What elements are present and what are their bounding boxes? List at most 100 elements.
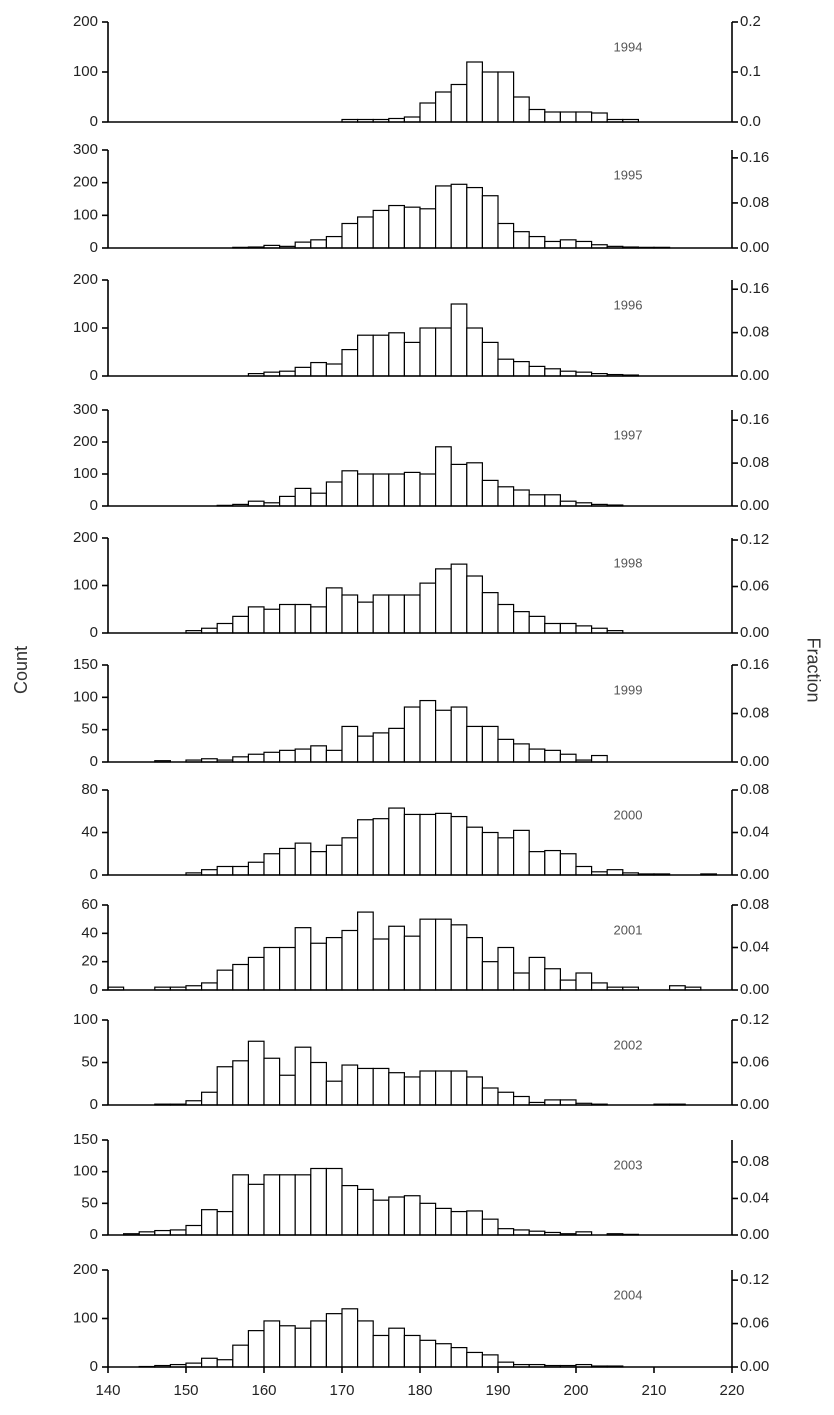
bar bbox=[436, 447, 452, 506]
bar bbox=[576, 112, 592, 122]
bar bbox=[592, 756, 608, 762]
bar bbox=[498, 1229, 514, 1235]
y-tick-label: 200 bbox=[73, 433, 98, 450]
bar bbox=[514, 830, 530, 875]
y-tick-label: 100 bbox=[73, 688, 98, 705]
bar bbox=[451, 184, 467, 248]
bar bbox=[202, 1092, 218, 1105]
bar bbox=[248, 754, 264, 762]
bar bbox=[482, 1355, 498, 1367]
bar bbox=[592, 983, 608, 990]
y2-tick-label: 0.00 bbox=[740, 624, 769, 641]
bar bbox=[420, 814, 436, 875]
bar bbox=[451, 85, 467, 123]
y2-tick-label: 0.06 bbox=[740, 1053, 769, 1070]
bar bbox=[560, 240, 576, 248]
bar bbox=[217, 1067, 233, 1105]
y-tick-label: 200 bbox=[73, 174, 98, 191]
y-tick-label: 200 bbox=[73, 1261, 98, 1278]
x-tick-label: 210 bbox=[641, 1382, 666, 1399]
bar bbox=[514, 744, 530, 762]
panel-title: 2000 bbox=[614, 807, 643, 822]
bar bbox=[311, 746, 327, 762]
bar bbox=[420, 1340, 436, 1367]
bar bbox=[248, 1331, 264, 1367]
bar bbox=[576, 867, 592, 876]
y-tick-label: 0 bbox=[90, 113, 98, 130]
y-tick-label: 0 bbox=[90, 497, 98, 514]
bar bbox=[342, 726, 358, 762]
y2-tick-label: 0.04 bbox=[740, 1189, 769, 1206]
y-tick-label: 100 bbox=[73, 319, 98, 336]
bar bbox=[217, 867, 233, 876]
bar bbox=[467, 576, 483, 633]
bar bbox=[404, 1077, 420, 1105]
bar bbox=[389, 595, 405, 633]
bar bbox=[311, 852, 327, 875]
y-tick-label: 100 bbox=[73, 206, 98, 223]
bar bbox=[280, 605, 296, 634]
bar bbox=[436, 710, 452, 762]
y2-tick-label: 0.1 bbox=[740, 63, 761, 80]
bar bbox=[529, 110, 545, 123]
bar bbox=[560, 854, 576, 875]
bar bbox=[514, 490, 530, 506]
bar bbox=[436, 919, 452, 990]
bar bbox=[373, 819, 389, 875]
y-tick-label: 0 bbox=[90, 1096, 98, 1113]
y2-tick-label: 0.00 bbox=[740, 497, 769, 514]
bar bbox=[420, 1203, 436, 1235]
bar bbox=[498, 838, 514, 875]
bar bbox=[295, 367, 311, 376]
bar bbox=[311, 1169, 327, 1236]
bar bbox=[545, 624, 561, 634]
y2-tick-label: 0.06 bbox=[740, 577, 769, 594]
bar bbox=[311, 1063, 327, 1106]
bar bbox=[420, 701, 436, 762]
y-tick-label: 50 bbox=[81, 721, 98, 738]
bar bbox=[467, 62, 483, 122]
bar bbox=[342, 931, 358, 991]
y2-tick-label: 0.08 bbox=[740, 704, 769, 721]
bar bbox=[358, 820, 374, 875]
bar bbox=[358, 217, 374, 248]
bar bbox=[576, 973, 592, 990]
y2-tick-label: 0.16 bbox=[740, 280, 769, 297]
bar bbox=[436, 569, 452, 633]
bar bbox=[498, 948, 514, 991]
bar bbox=[529, 957, 545, 990]
bar bbox=[248, 607, 264, 633]
bar bbox=[467, 938, 483, 990]
panel-title: 2004 bbox=[614, 1287, 643, 1302]
bar bbox=[280, 1175, 296, 1235]
bar bbox=[420, 1071, 436, 1105]
y2-tick-label: 0.16 bbox=[740, 149, 769, 166]
bar bbox=[545, 495, 561, 506]
bar bbox=[233, 867, 249, 876]
bar bbox=[295, 488, 311, 506]
y-tick-label: 80 bbox=[81, 781, 98, 798]
bar bbox=[373, 733, 389, 762]
bar bbox=[420, 209, 436, 248]
bar bbox=[202, 1210, 218, 1235]
bar bbox=[295, 843, 311, 875]
bar bbox=[311, 1321, 327, 1367]
bar bbox=[451, 1212, 467, 1235]
bar bbox=[311, 363, 327, 376]
x-tick-label: 160 bbox=[251, 1382, 276, 1399]
bar bbox=[264, 609, 280, 633]
bar bbox=[482, 1219, 498, 1235]
bar bbox=[389, 474, 405, 506]
bar bbox=[373, 1200, 389, 1235]
bar bbox=[482, 833, 498, 876]
bar bbox=[342, 1186, 358, 1235]
y2-tick-label: 0.08 bbox=[740, 781, 769, 798]
bar bbox=[514, 362, 530, 376]
y2-tick-label: 0.12 bbox=[740, 531, 769, 548]
bar bbox=[529, 237, 545, 248]
bar bbox=[326, 237, 342, 248]
bar bbox=[404, 472, 420, 506]
bar bbox=[373, 210, 389, 248]
y2-tick-label: 0.08 bbox=[740, 454, 769, 471]
bar bbox=[373, 335, 389, 376]
